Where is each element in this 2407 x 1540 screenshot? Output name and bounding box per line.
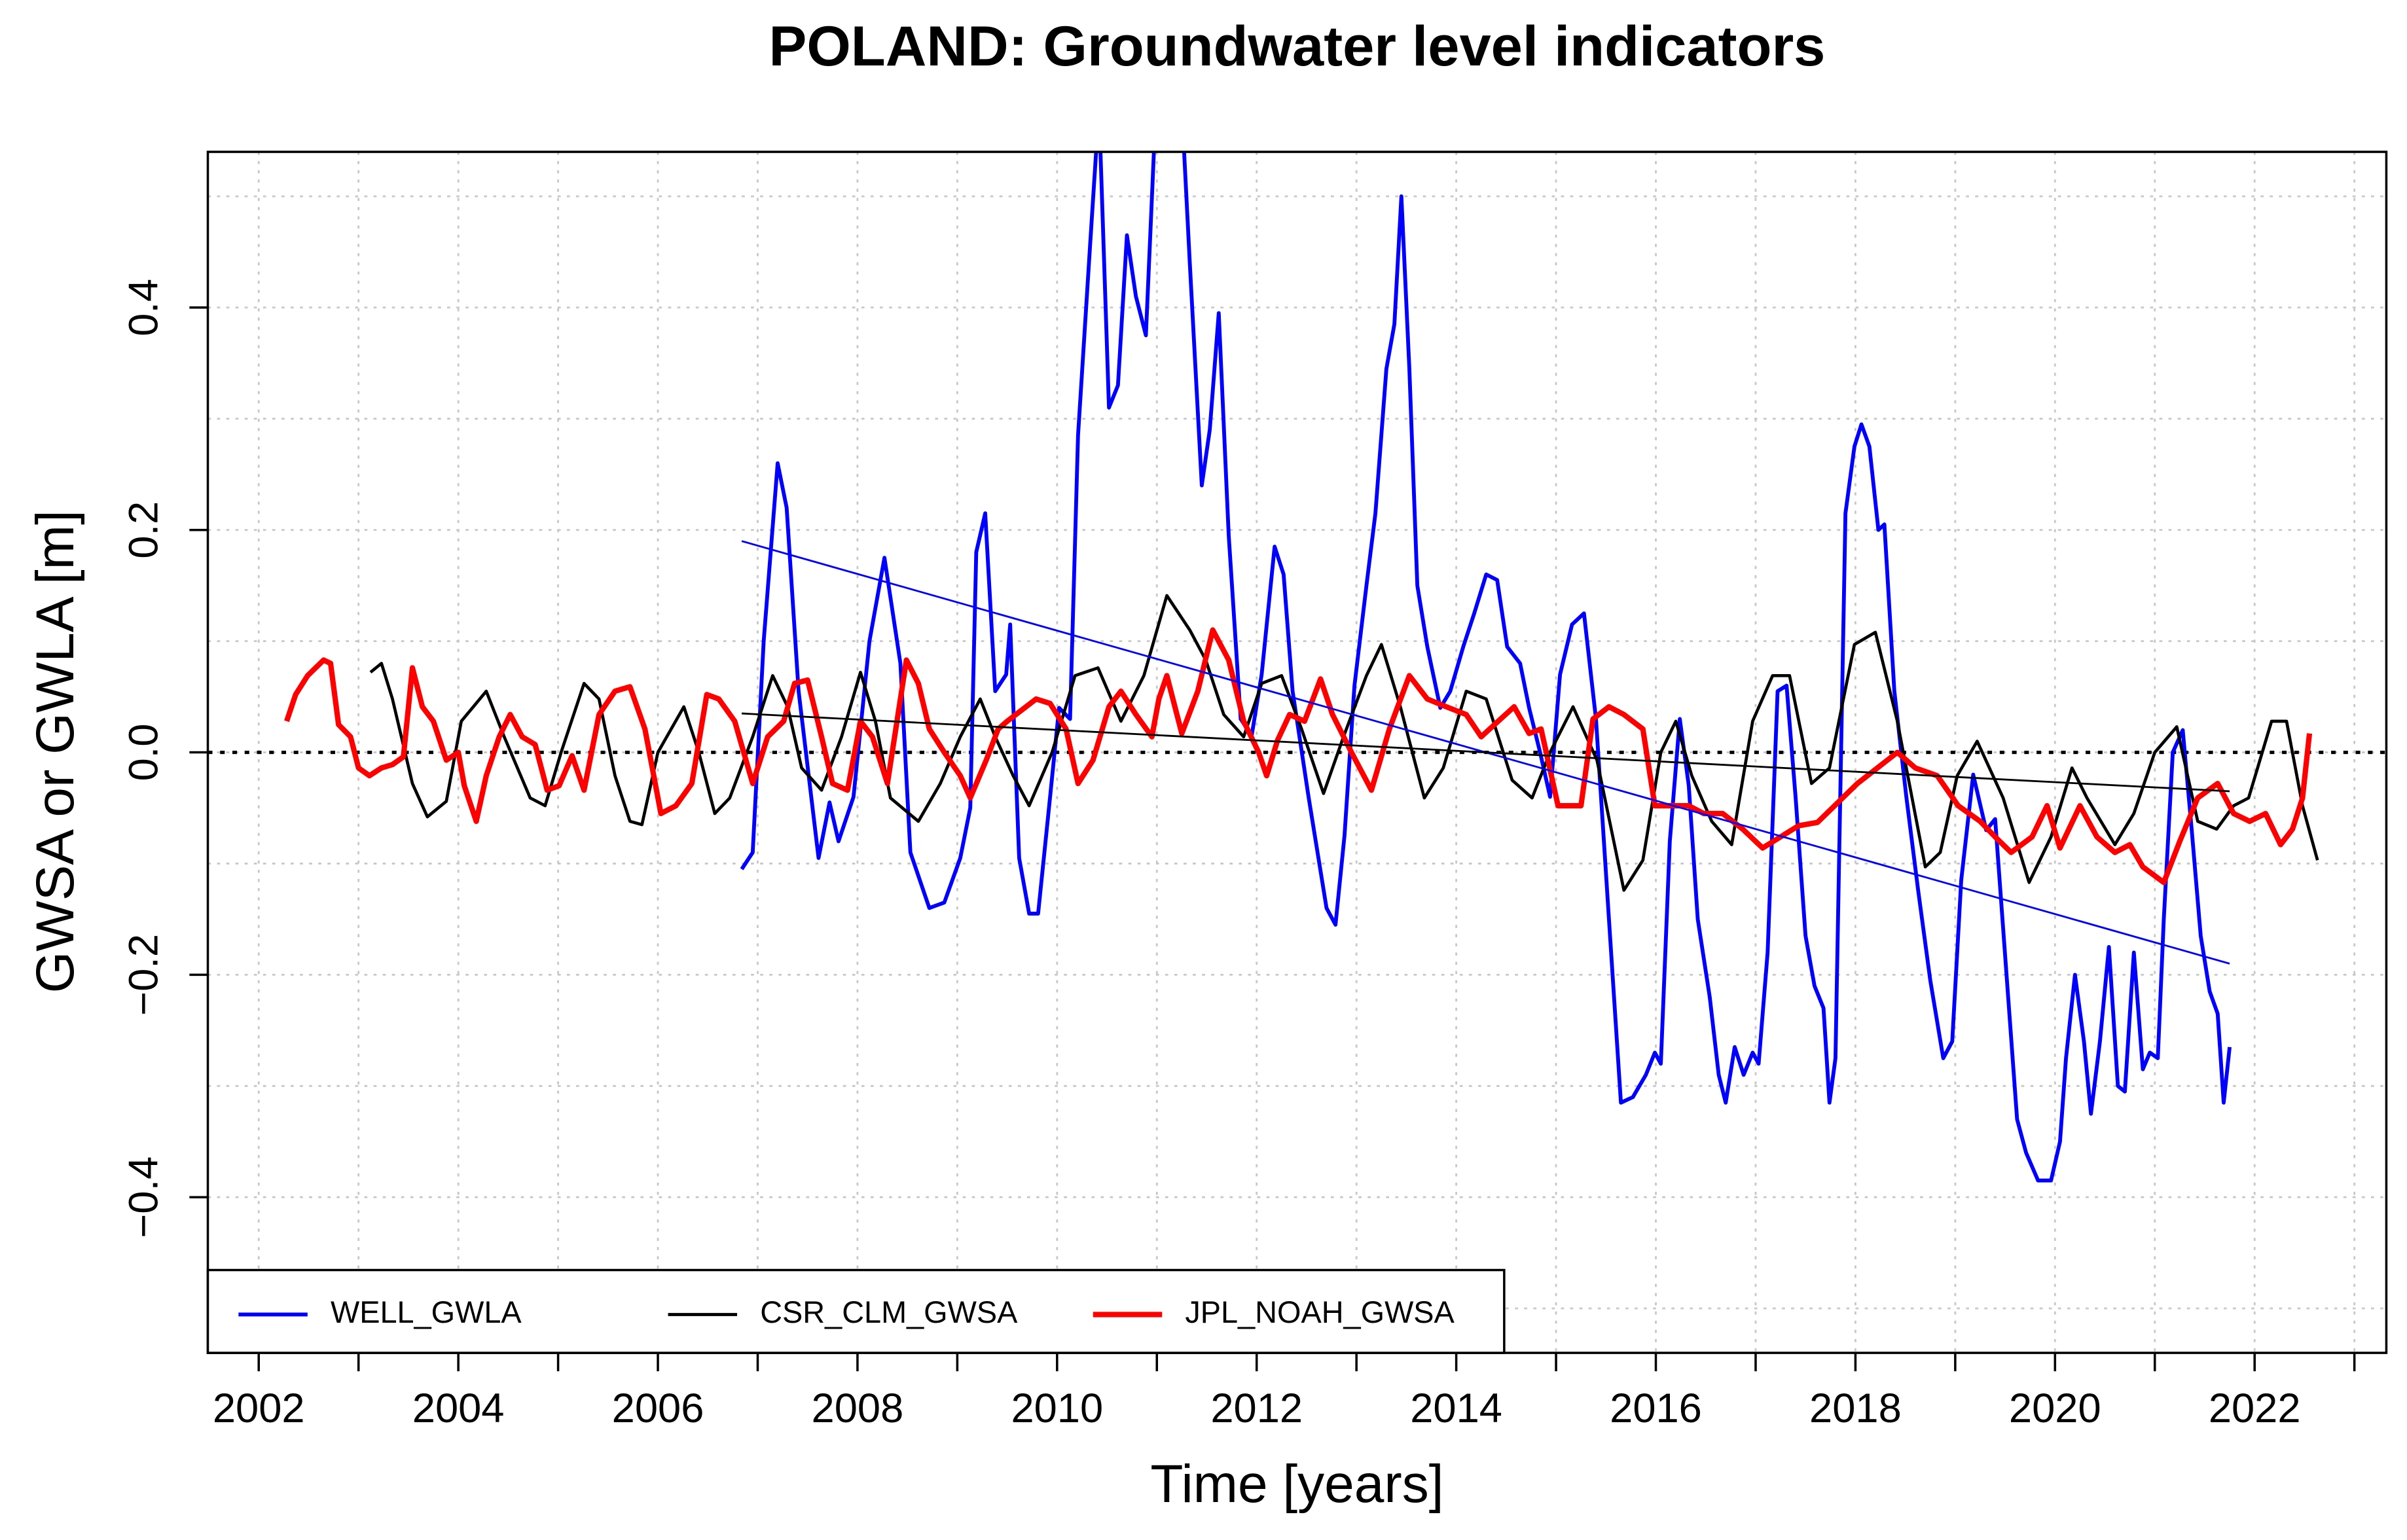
axes: 2002 2004 2006 2008 2010 2012 2014 2016 2018 2020… [120,151,2388,1431]
x-axis-label: Time [years] [1150,1454,1443,1514]
x-tick-label: 2022 [2209,1386,2301,1431]
y-tick-label: 0.4 [120,279,166,336]
series-line [740,152,2232,1183]
x-tick-label: 2020 [2009,1386,2101,1431]
y-tick-label: −0.2 [120,934,166,1016]
legend-label: WELL_GWLA [331,1295,522,1329]
x-tick-label: 2018 [1809,1386,1902,1431]
x-tick-label: 2006 [612,1386,704,1431]
x-tick-label: 2010 [1011,1386,1103,1431]
trend-line [742,712,2230,793]
y-tick-label: 0.2 [120,501,166,559]
chart-title: POLAND: Groundwater level indicators [769,15,1826,78]
legend: WELL_GWLA CSR_CLM_GWSA JPL_NOAH_GWSA [206,1268,1506,1354]
legend-label: CSR_CLM_GWSA [760,1295,1018,1329]
y-axis-label: GWSA or GWLA [m] [26,510,85,993]
x-tick-label: 2014 [1410,1386,1502,1431]
plot-area [284,152,2319,1183]
series-line [284,627,2313,886]
x-tick-label: 2012 [1210,1386,1303,1431]
x-tick-label: 2008 [812,1386,904,1431]
legend-box [206,1268,1506,1354]
x-tick-label: 2004 [412,1386,505,1431]
legend-label: JPL_NOAH_GWSA [1185,1295,1455,1329]
x-tick-label: 2016 [1610,1386,1702,1431]
y-tick-label: 0.0 [120,724,166,781]
y-tick-label: −0.4 [120,1156,166,1238]
x-tick-label: 2002 [213,1386,305,1431]
